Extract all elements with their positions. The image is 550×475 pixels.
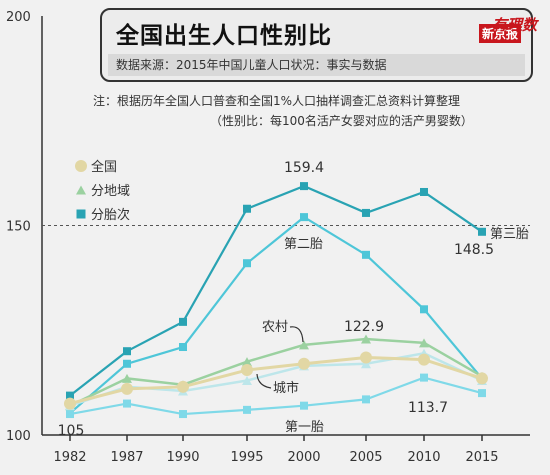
series-2 bbox=[66, 373, 486, 419]
legend-label: 全国 bbox=[91, 159, 117, 175]
x-tick-label: 2005 bbox=[349, 450, 382, 465]
data-point bbox=[179, 317, 187, 326]
data-point bbox=[420, 373, 428, 382]
title-box: 全国出生人口性别比 新京报 数据来源：2015年中国儿童人口状况：事实与数据 bbox=[100, 8, 533, 82]
data-point bbox=[362, 208, 370, 217]
data-point bbox=[361, 359, 371, 369]
label-2010-first: 113.7 bbox=[408, 400, 448, 416]
series-0 bbox=[66, 182, 486, 400]
data-point bbox=[123, 399, 131, 408]
data-point bbox=[362, 250, 370, 259]
data-point bbox=[122, 373, 132, 383]
series-line bbox=[69, 184, 483, 397]
legend-marker bbox=[76, 185, 86, 195]
data-source: 数据来源：2015年中国儿童人口状况：事实与数据 bbox=[108, 54, 525, 76]
data-point bbox=[298, 357, 310, 370]
label-2000-third: 159.4 bbox=[284, 160, 324, 176]
data-point bbox=[241, 364, 253, 377]
series-line bbox=[69, 376, 483, 416]
x-tick-label: 2010 bbox=[407, 450, 440, 465]
x-tick-label: 1995 bbox=[230, 450, 263, 465]
series-line bbox=[69, 215, 483, 415]
data-point bbox=[300, 182, 308, 191]
label-2015-third: 148.5 bbox=[454, 242, 494, 258]
data-point bbox=[66, 391, 74, 400]
data-point bbox=[123, 347, 131, 356]
data-point bbox=[242, 357, 252, 367]
chart-title: 全国出生人口性别比 bbox=[116, 23, 332, 49]
y-tick-label: 100 bbox=[6, 429, 31, 444]
logo-section: 有理数 bbox=[491, 16, 537, 34]
x-tick-label: 1990 bbox=[166, 450, 199, 465]
legend-label: 分胎次 bbox=[91, 207, 130, 223]
data-point bbox=[300, 213, 308, 222]
y-tick-label: 200 bbox=[6, 10, 31, 25]
data-point bbox=[361, 334, 371, 344]
x-tick-label: 1982 bbox=[53, 450, 86, 465]
data-point bbox=[123, 359, 131, 368]
x-tick-label: 2000 bbox=[287, 450, 320, 465]
data-point bbox=[179, 410, 187, 419]
logo-brand: 新京报 bbox=[478, 24, 521, 43]
label-urban: 城市 bbox=[273, 380, 299, 396]
data-point bbox=[420, 187, 428, 196]
grid: 100 150 200 1982 1987 1990 1995 2000 2005 2010 201… bbox=[6, 10, 530, 465]
data-point bbox=[121, 382, 133, 395]
label-third-birth: 第三胎 bbox=[490, 227, 529, 242]
label-second-birth: 第二胎 bbox=[284, 237, 323, 252]
data-point bbox=[476, 372, 488, 385]
legend-marker bbox=[75, 160, 87, 172]
data-point bbox=[478, 227, 486, 236]
label-2005-rural: 122.9 bbox=[344, 319, 384, 335]
leader-urban bbox=[256, 373, 272, 389]
data-point bbox=[299, 340, 309, 350]
legend-marker bbox=[76, 209, 86, 219]
series-5 bbox=[64, 351, 488, 410]
y-tick-label: 150 bbox=[6, 220, 31, 235]
x-tick-label: 2015 bbox=[465, 450, 498, 465]
label-first-birth: 第一胎 bbox=[285, 420, 324, 435]
data-point bbox=[300, 401, 308, 410]
note-line-2: （性别比：每100名活产女婴对应的活产男婴数） bbox=[210, 114, 473, 128]
data-point bbox=[64, 397, 76, 410]
data-point bbox=[419, 338, 429, 348]
data-point bbox=[418, 353, 430, 366]
x-tick-label: 1987 bbox=[110, 450, 143, 465]
data-point bbox=[179, 343, 187, 352]
legend-label: 分地域 bbox=[91, 184, 130, 199]
data-point bbox=[242, 376, 252, 386]
leader-rural bbox=[289, 326, 304, 343]
label-rural: 农村 bbox=[262, 320, 288, 335]
series-line bbox=[69, 337, 483, 407]
data-point bbox=[420, 305, 428, 314]
data-point bbox=[243, 259, 251, 268]
data-point bbox=[362, 395, 370, 404]
label-1982-first: 105 bbox=[58, 423, 85, 439]
data-point bbox=[243, 204, 251, 213]
data-point bbox=[478, 389, 486, 398]
data-point bbox=[66, 410, 74, 419]
data-point bbox=[243, 405, 251, 414]
series-line bbox=[69, 355, 483, 406]
note-line-1: 注：根据历年全国人口普查和全国1%人口抽样调查汇总资料计算整理 bbox=[93, 94, 461, 108]
data-point bbox=[177, 380, 189, 393]
data-point bbox=[360, 351, 372, 364]
